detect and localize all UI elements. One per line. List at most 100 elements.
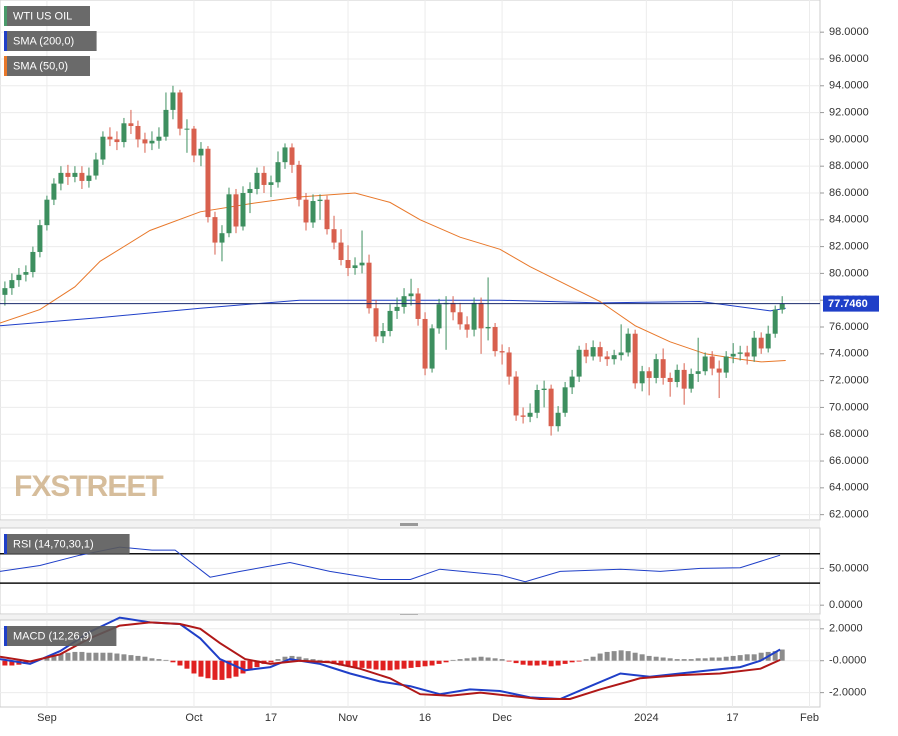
histogram-bar: [758, 652, 764, 661]
histogram-bar: [233, 660, 239, 677]
candle-body: [72, 172, 78, 177]
histogram-bar: [79, 651, 85, 661]
candle-body: [317, 199, 323, 202]
candle-body: [471, 302, 477, 330]
candle-body: [282, 147, 288, 163]
histogram-bar: [100, 652, 106, 661]
rsi-line: [0, 546, 781, 583]
histogram-bar: [422, 660, 428, 667]
candle-body: [758, 337, 764, 349]
y-tick-label: 94.0000: [829, 80, 869, 92]
histogram-bar: [373, 660, 379, 670]
x-tick-label: Feb: [800, 712, 819, 724]
histogram-bar: [688, 659, 694, 661]
y-tick-label: 92.0000: [829, 106, 869, 118]
candle-body: [653, 359, 659, 378]
candle-body: [163, 109, 169, 137]
histogram-bar: [219, 660, 225, 680]
histogram-bar: [184, 660, 190, 669]
candle-body: [149, 140, 155, 144]
histogram-bar: [527, 660, 533, 666]
legend-label: RSI (14,70,30,1): [13, 538, 94, 550]
candle-body: [562, 387, 568, 413]
legend-label: WTI US OIL: [13, 10, 72, 22]
y-tick-label: 64.0000: [829, 482, 869, 494]
y-tick-label: 96.0000: [829, 53, 869, 65]
candle-body: [499, 351, 505, 353]
candle-body: [268, 182, 274, 185]
histogram-bar: [590, 656, 596, 661]
histogram-bar: [723, 656, 729, 661]
histogram-bar: [779, 649, 785, 661]
histogram-bar: [198, 660, 204, 677]
candle-body: [520, 415, 526, 417]
histogram-bar: [730, 655, 736, 661]
histogram-bar: [268, 660, 274, 663]
histogram-bar: [394, 660, 400, 670]
legend-swatch: [4, 6, 7, 26]
candle-body: [429, 328, 435, 369]
candle-body: [422, 318, 428, 369]
candle-body: [639, 371, 645, 384]
y-tick-label: 68.0000: [829, 428, 869, 440]
histogram-bar: [674, 659, 680, 661]
histogram-bar: [380, 660, 386, 671]
candle-body: [408, 293, 414, 297]
candle-body: [184, 128, 190, 130]
histogram-bar: [667, 658, 673, 661]
candle-body: [716, 368, 722, 373]
histogram-bar: [226, 660, 232, 679]
candle-body: [618, 352, 624, 356]
histogram-bar: [128, 655, 134, 661]
candle-body: [457, 312, 463, 325]
candle-body: [646, 371, 652, 378]
histogram-bar: [51, 655, 57, 661]
histogram-bar: [443, 660, 449, 663]
histogram-bar: [632, 652, 638, 661]
histogram-bar: [429, 660, 435, 666]
candle-body: [366, 262, 372, 309]
candle-body: [695, 371, 701, 374]
x-tick-label: Nov: [338, 712, 358, 724]
legend-swatch: [4, 56, 7, 76]
histogram-bar: [737, 655, 743, 661]
candle-body: [9, 280, 15, 289]
legend-box: [4, 56, 90, 76]
histogram-bar: [583, 659, 589, 661]
candle-body: [702, 356, 708, 372]
histogram-bar: [114, 653, 120, 661]
histogram-bar: [492, 658, 498, 661]
divider-handle: [400, 523, 418, 526]
panel-divider: [0, 615, 820, 620]
histogram-bar: [359, 660, 365, 668]
histogram-bar: [513, 660, 519, 664]
sma-line: [0, 192, 786, 363]
candle-body: [569, 376, 575, 388]
candle-body: [401, 296, 407, 307]
histogram-bar: [275, 659, 281, 661]
candle-body: [23, 272, 29, 275]
candle-body: [380, 331, 386, 337]
candle-body: [100, 136, 106, 160]
legend-label: SMA (200,0): [13, 35, 74, 47]
legend-swatch: [4, 534, 7, 554]
candle-body: [170, 92, 176, 110]
y-tick-label: 66.0000: [829, 455, 869, 467]
candle-body: [212, 217, 218, 243]
histogram-bar: [660, 657, 666, 661]
histogram-bar: [653, 656, 659, 661]
x-tick-label: 17: [726, 712, 738, 724]
candle-body: [177, 92, 183, 129]
candle-body: [247, 188, 253, 193]
sma-line: [0, 299, 786, 327]
x-tick-label: Sep: [37, 712, 57, 724]
candle-body: [107, 136, 113, 140]
histogram-bar: [597, 653, 603, 661]
histogram-bar: [450, 659, 456, 661]
y-tick-label: 76.0000: [829, 321, 869, 333]
histogram-bar: [86, 652, 92, 661]
candle-body: [65, 172, 71, 177]
candle-body: [233, 194, 239, 227]
x-tick-label: 2024: [634, 712, 658, 724]
histogram-bar: [142, 656, 148, 661]
